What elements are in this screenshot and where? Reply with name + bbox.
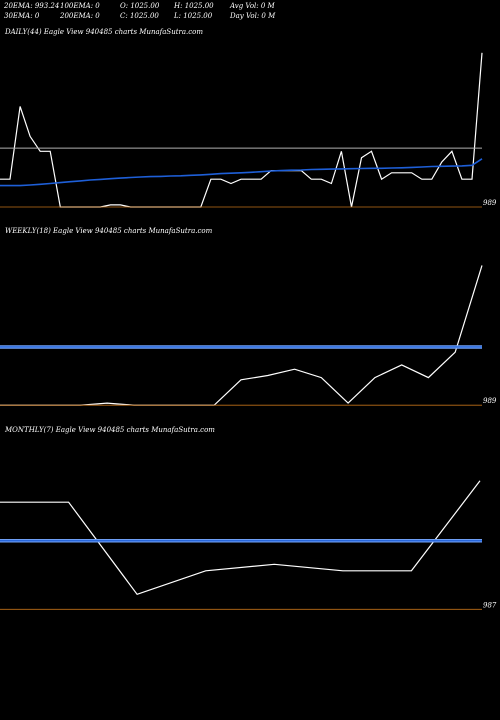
daily-panel: 989 [0, 52, 497, 208]
low-value: L: 1025.00 [174, 12, 213, 20]
close-value: C: 1025.00 [120, 12, 159, 20]
ema30-value: 30EMA: 0 [4, 12, 40, 20]
monthly-right-value-label: 987 [483, 601, 497, 609]
high-value: H: 1025.00 [174, 2, 214, 10]
ema200-value: 200EMA: 0 [60, 12, 100, 20]
weekly-panel-title: WEEKLY(18) Eagle View 940485 charts Muna… [5, 227, 213, 235]
day-vol-value: Day Vol: 0 M [230, 12, 276, 20]
monthly-panel: 987 [0, 480, 497, 610]
weekly-panel: 989 [0, 265, 497, 406]
ema20-value: 20EMA: 993.24 [4, 2, 60, 10]
daily-price-line [0, 52, 483, 208]
daily-panel-title: DAILY(44) Eagle View 940485 charts Munaf… [5, 28, 204, 36]
daily-right-value-label: 989 [483, 199, 497, 207]
monthly-panel-title: MONTHLY(7) Eagle View 940485 charts Muna… [5, 426, 215, 434]
weekly-right-value-label: 989 [483, 397, 497, 405]
weekly-price-line [0, 265, 483, 406]
monthly-price-line [0, 480, 481, 596]
open-value: O: 1025.00 [120, 2, 160, 10]
avg-vol-value: Avg Vol: 0 M [230, 2, 275, 10]
daily-ema-line [0, 158, 483, 187]
ema100-value: 100EMA: 0 [60, 2, 100, 10]
